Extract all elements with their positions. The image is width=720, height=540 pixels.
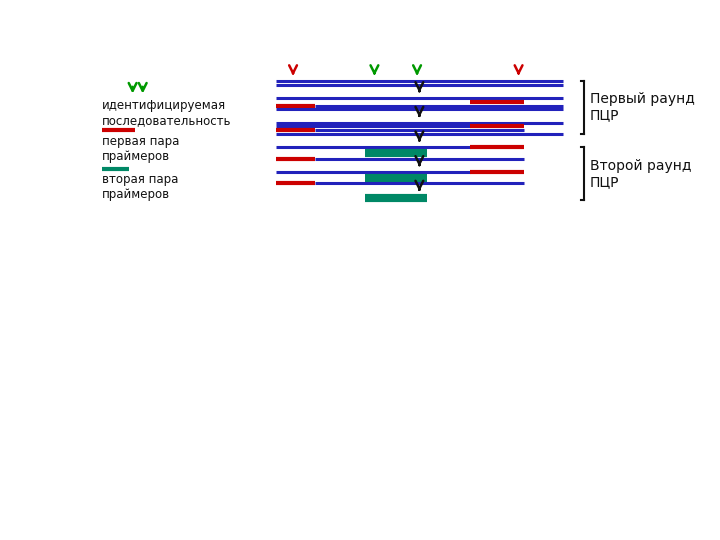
Text: первая пара
праймеров: первая пара праймеров (102, 135, 179, 163)
Text: вторая пара
праймеров: вторая пара праймеров (102, 173, 178, 201)
Text: Второй раунд
ПЦР: Второй раунд ПЦР (590, 159, 691, 189)
Text: идентифицируемая
последовательность: идентифицируемая последовательность (102, 99, 231, 127)
Text: Первый раунд
ПЦР: Первый раунд ПЦР (590, 92, 695, 123)
